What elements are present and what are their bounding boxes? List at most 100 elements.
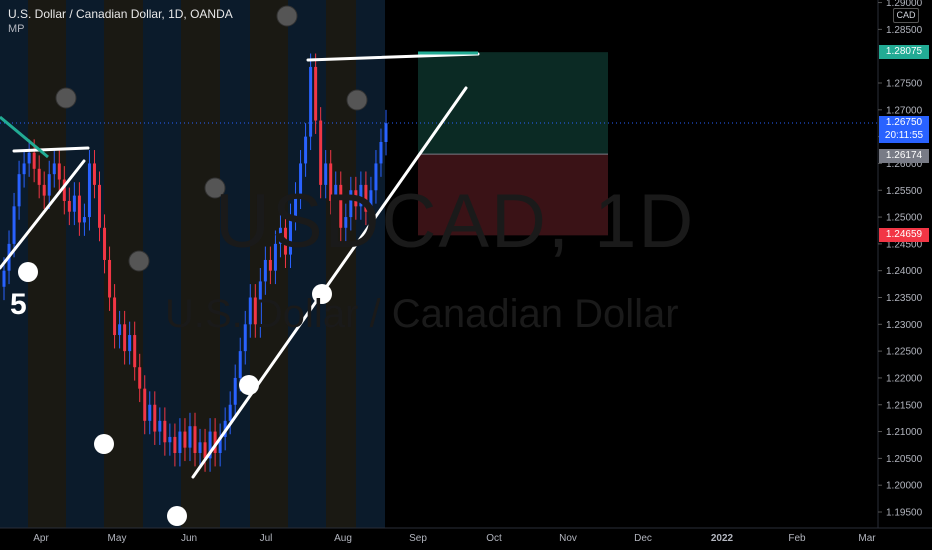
candle-body — [98, 184, 101, 228]
candle-body — [374, 163, 378, 191]
candle-body — [278, 227, 282, 244]
currency-label[interactable]: CAD — [893, 8, 919, 23]
price-tick-label: 1.23500 — [886, 293, 923, 304]
candle-body — [12, 206, 16, 244]
candle-body — [188, 426, 192, 448]
price-tick-label: 1.21500 — [886, 400, 923, 411]
time-tick-label: 2022 — [711, 533, 734, 544]
candle-body — [379, 141, 383, 164]
loss-zone — [418, 154, 608, 236]
watermark-name: U.S. Dollar / Canadian Dollar — [165, 292, 679, 336]
candle-body — [213, 431, 217, 454]
candle-body — [218, 436, 222, 454]
price-tick-label: 1.27500 — [886, 79, 923, 90]
candle-body — [309, 66, 313, 137]
session-band — [288, 0, 326, 528]
price-tick-label: 1.19500 — [886, 508, 923, 519]
candle-body — [364, 184, 368, 212]
candle-body — [369, 190, 373, 212]
candle-body — [314, 66, 318, 121]
time-tick-label: Sep — [409, 533, 427, 544]
time-tick-label: Nov — [559, 533, 577, 544]
current-price-tag: 1.26750 20:11:55 — [879, 116, 929, 143]
indicator-label[interactable]: MP — [8, 23, 25, 35]
candle-body — [193, 426, 197, 454]
candle-body — [2, 270, 6, 287]
candle-body — [22, 163, 26, 175]
candles — [2, 53, 388, 472]
candle-body — [32, 152, 36, 169]
profit-zone — [418, 52, 608, 155]
time-tick-label: Feb — [788, 533, 806, 544]
candle-body — [349, 190, 353, 218]
session-band — [356, 0, 385, 528]
time-tick-label: Mar — [858, 533, 876, 544]
white-pivot-marker — [239, 375, 259, 395]
trendline-left — [0, 159, 86, 270]
trendline-main — [191, 86, 468, 479]
session-band — [28, 0, 66, 528]
candle-body — [108, 259, 112, 298]
candle-body — [233, 377, 237, 405]
time-axis[interactable]: Apr May Jun Jul Aug Sep Oct Nov Dec 2022 Feb Mar — [0, 527, 932, 544]
watermark-symbol: USDCAD, 1D — [215, 179, 696, 264]
candle-body — [238, 351, 242, 378]
candle-body — [118, 324, 122, 336]
price-tick-label: 1.20500 — [886, 454, 923, 465]
candle-body — [123, 324, 127, 352]
candle-body — [294, 195, 298, 218]
resistance-line-left — [12, 146, 90, 153]
time-tick-label: May — [108, 533, 127, 544]
candle-body — [27, 152, 31, 164]
candle-body — [324, 163, 328, 185]
candle-body — [268, 259, 272, 271]
candle-body — [359, 184, 363, 207]
candle-body — [203, 442, 207, 459]
candle-body — [138, 367, 142, 389]
candle-body — [384, 123, 388, 142]
candle-body — [42, 184, 46, 196]
chart-title: U.S. Dollar / Canadian Dollar, 1D, OANDA — [8, 7, 233, 21]
gray-pivot-marker — [55, 87, 77, 109]
resistance-line-top — [306, 52, 480, 62]
price-tick-label: 1.22000 — [886, 373, 923, 384]
candle-body — [52, 163, 56, 175]
price-tick-label: 1.29000 — [886, 0, 923, 9]
time-tick-label: Aug — [334, 533, 352, 544]
gray-pivot-marker — [346, 89, 368, 111]
candle-body — [148, 404, 152, 421]
white-pivot-marker — [312, 284, 332, 304]
candle-body — [334, 184, 338, 201]
candle-body — [113, 297, 117, 336]
candle-body — [67, 200, 71, 212]
candle-body — [329, 163, 333, 201]
price-axis[interactable]: 1.19500 1.20000 1.20500 1.21000 1.21500 1.220… — [877, 0, 923, 528]
gray-pivot-marker — [128, 250, 150, 272]
candle-body — [37, 168, 41, 185]
time-tick-label: Oct — [486, 533, 502, 544]
candle-body — [354, 190, 358, 207]
candle-body — [47, 174, 51, 196]
time-tick-label: Dec — [634, 533, 652, 544]
candle-body — [344, 217, 348, 228]
entry-price-tag: 1.26174 — [879, 149, 929, 163]
candle-body — [208, 431, 212, 459]
candle-body — [92, 163, 96, 185]
drawings[interactable] — [0, 5, 480, 526]
price-tick-label: 1.21000 — [886, 427, 923, 438]
candle-body — [128, 335, 132, 352]
candle-body — [178, 431, 182, 454]
candle-body — [168, 436, 172, 443]
price-tick-label: 1.23000 — [886, 320, 923, 331]
candle-body — [258, 281, 262, 325]
gray-pivot-marker — [276, 5, 298, 27]
candle-body — [198, 442, 202, 454]
position-tool[interactable] — [418, 52, 608, 236]
white-pivot-marker — [94, 434, 114, 454]
candle-body — [72, 195, 76, 212]
candle-body — [183, 431, 187, 448]
candle-body — [228, 404, 232, 421]
candle-body — [87, 163, 91, 218]
candle-body — [153, 404, 157, 432]
